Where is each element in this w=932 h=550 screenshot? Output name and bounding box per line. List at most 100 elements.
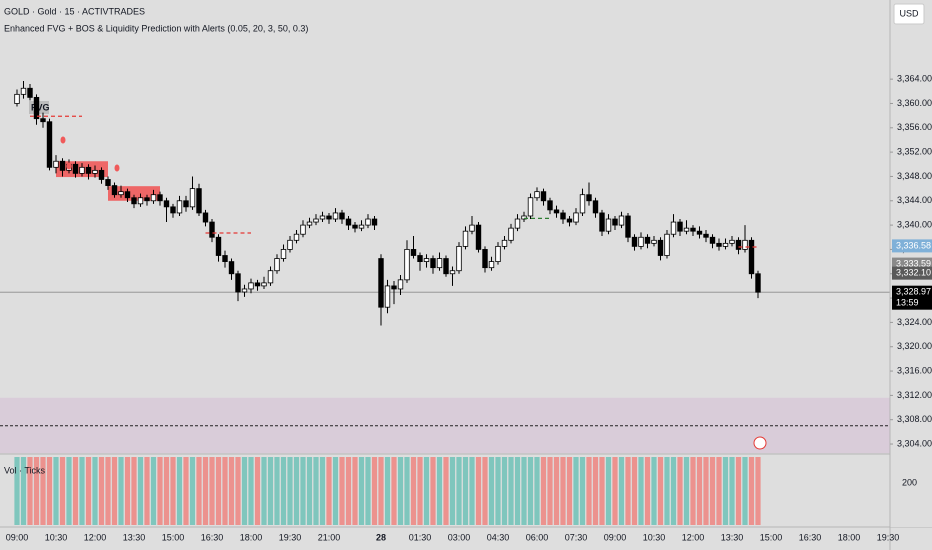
volume-bar <box>514 457 521 525</box>
volume-bar <box>85 457 92 525</box>
volume-bar <box>313 457 319 525</box>
candle-body <box>670 221 677 235</box>
volume-bar <box>300 457 306 525</box>
candle-body <box>332 212 339 220</box>
volume-bar <box>98 457 105 525</box>
x-tick-label: 13:30 <box>123 532 146 542</box>
candle-body <box>469 224 475 232</box>
volume-bar <box>183 457 189 525</box>
volume-bar <box>443 457 449 525</box>
candle-body <box>326 215 332 220</box>
volume-bar <box>124 457 131 525</box>
volume-bar <box>527 457 534 525</box>
candle-body <box>514 218 521 229</box>
volume-bar <box>605 457 612 525</box>
volume-bar <box>703 457 709 525</box>
candle-body <box>222 255 228 262</box>
price-label-bg <box>892 285 932 310</box>
price-label: 3,333.59 <box>896 258 931 268</box>
volume-bar <box>209 457 215 525</box>
y-tick-label: 3,308.00 <box>897 414 932 424</box>
volume-bar <box>72 457 79 525</box>
y-tick-label: 3,324.00 <box>897 317 932 327</box>
candle-body <box>696 230 703 235</box>
candle-body <box>20 87 27 95</box>
y-tick-label: 3,320.00 <box>897 341 932 351</box>
candle-body <box>241 288 248 293</box>
volume-bar <box>137 457 144 525</box>
x-tick-label: 15:00 <box>760 532 783 542</box>
volume-bar <box>410 457 417 525</box>
candle-body <box>196 188 202 214</box>
candle-body <box>150 194 157 202</box>
candle-body <box>547 200 553 211</box>
volume-bar <box>306 457 313 525</box>
volume-bar <box>287 457 293 525</box>
candle-body <box>40 118 46 123</box>
x-tick-label: 19:30 <box>877 532 900 542</box>
candle-body <box>345 218 352 226</box>
candle-body <box>144 197 150 202</box>
volume-bar <box>274 457 280 525</box>
candle-body <box>501 239 508 247</box>
volume-bar <box>722 457 729 525</box>
x-tick-label: 06:00 <box>526 532 549 542</box>
candle-body <box>85 166 92 174</box>
currency: USD <box>899 8 919 18</box>
candle-body <box>592 200 599 214</box>
candle-body <box>716 242 722 247</box>
volume-bar <box>293 457 300 525</box>
x-tick-label: 01:30 <box>409 532 432 542</box>
volume-bar <box>332 457 339 525</box>
volume-bar <box>202 457 209 525</box>
volume-bar <box>690 457 696 525</box>
candle-body <box>209 221 215 238</box>
candle-body <box>423 258 430 262</box>
candle-body <box>449 270 456 275</box>
volume-bar <box>20 457 27 525</box>
volume-bar <box>449 457 456 525</box>
volume-bar <box>501 457 508 525</box>
candle-body <box>137 197 144 205</box>
volume-bar <box>267 457 274 525</box>
y-tick-label: 3,364.00 <box>897 74 932 84</box>
volume-bar <box>677 457 683 525</box>
candle-body <box>748 239 755 275</box>
candle-body <box>618 215 625 226</box>
candle-body <box>488 261 495 269</box>
volume-bar <box>170 457 176 525</box>
signal-marker <box>60 136 66 144</box>
candle-body <box>404 249 410 281</box>
volume-bar <box>670 457 677 525</box>
volume-bar <box>625 457 631 525</box>
volume-bar <box>638 457 644 525</box>
candle-body <box>638 236 644 247</box>
x-tick-label: 09:00 <box>6 532 29 542</box>
volume-bar <box>189 457 196 525</box>
price-label: 3,328.97 <box>896 287 931 297</box>
x-tick-label: 07:30 <box>565 532 588 542</box>
candle-body <box>560 212 566 220</box>
volume-bar <box>566 457 573 525</box>
volume-bar <box>14 457 20 525</box>
volume-bar <box>592 457 599 525</box>
candle-body <box>586 194 592 202</box>
x-tick-label: 09:00 <box>604 532 627 542</box>
volume-bar <box>417 457 423 525</box>
candle-body <box>267 270 274 284</box>
volume-bar <box>631 457 638 525</box>
volume-bar <box>131 457 137 525</box>
candle-body <box>436 258 443 269</box>
candle-body <box>274 258 280 272</box>
volume-bar <box>618 457 625 525</box>
x-tick-label: 28 <box>376 532 386 542</box>
volume-tick-label: 200 <box>902 477 917 487</box>
volume-bar <box>319 457 326 525</box>
volume-bar <box>33 457 40 525</box>
volume-bar <box>651 457 657 525</box>
y-tick-label: 3,304.00 <box>897 438 932 448</box>
volume-bar <box>436 457 443 525</box>
y-tick-label: 3,312.00 <box>897 390 932 400</box>
volume-bar <box>521 457 527 525</box>
